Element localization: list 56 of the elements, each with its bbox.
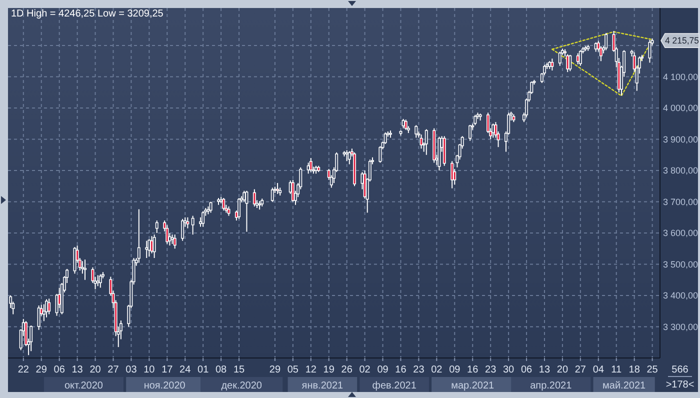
x-tick-label: 20 [90, 364, 102, 376]
x-tick-label: 27 [108, 364, 120, 376]
x-tick-label: 02 [431, 364, 443, 376]
text: дек.2020 [221, 380, 262, 392]
x-tick-label: 10 [144, 364, 156, 376]
x-tick-label: 11 [611, 364, 622, 376]
chart-title: 1D High = 4246,25 Low = 3209,25 [11, 8, 164, 20]
x-tick-label: 08 [215, 364, 228, 376]
x-tick-label: 13 [72, 364, 84, 376]
x-tick-label: 01 [198, 364, 210, 376]
y-tick-label: 3 600,00 [663, 228, 698, 238]
text: 4 215,75 [665, 36, 700, 46]
x-tick-label: 24 [180, 364, 192, 376]
x-tick-label: 03 [126, 364, 138, 376]
x-tick-label: 06 [54, 364, 66, 376]
text: >178< [666, 380, 694, 390]
text: окт.2020 [64, 380, 104, 392]
y-tick-label: 3 300,00 [663, 322, 698, 332]
x-tick-label: 12 [305, 364, 317, 376]
y-tick-label: 3 700,00 [663, 196, 698, 207]
x-tick-label: 23 [485, 364, 497, 376]
x-tick-label: 26 [341, 364, 353, 376]
x-tick-label: 15 [233, 364, 246, 376]
text: ноя.2020 [144, 380, 186, 392]
text: 566 [672, 364, 689, 376]
y-tick-label: 3 900,00 [663, 134, 698, 144]
x-tick-label: 02 [359, 364, 371, 376]
y-tick-label: 3 500,00 [663, 259, 698, 270]
x-tick-label: 09 [449, 364, 461, 376]
x-tick-label: 18 [628, 364, 640, 376]
x-tick-label: 19 [323, 364, 335, 376]
text: май.2021 [602, 380, 646, 392]
x-tick-label: 09 [377, 364, 389, 376]
x-tick-label: 05 [287, 364, 299, 376]
x-tick-label: 06 [520, 364, 533, 376]
x-tick-label: 13 [538, 364, 550, 376]
x-tick-label: 17 [162, 364, 174, 376]
text: фев.2021 [372, 380, 417, 392]
y-tick-label: 4 000,00 [663, 103, 698, 114]
y-tick-label: 4 100,00 [663, 72, 698, 82]
text: апр.2021 [530, 380, 572, 392]
text: янв.2021 [302, 380, 344, 392]
x-tick-label: 30 [502, 364, 515, 376]
x-tick-label: 27 [574, 364, 586, 376]
y-tick-label: 3 400,00 [663, 290, 698, 301]
x-tick-label: 04 [592, 364, 604, 376]
y-tick-label: 3 800,00 [663, 166, 698, 176]
x-tick-label: 16 [467, 364, 479, 376]
x-tick-label: 25 [646, 364, 658, 376]
x-tick-label: 22 [18, 364, 30, 376]
x-tick-label: 23 [413, 364, 425, 376]
x-tick-label: 20 [556, 364, 568, 376]
text: мар.2021 [451, 380, 495, 392]
x-tick-label: 29 [36, 364, 48, 376]
x-tick-label: 16 [395, 364, 407, 376]
x-tick-label: 29 [269, 364, 281, 376]
